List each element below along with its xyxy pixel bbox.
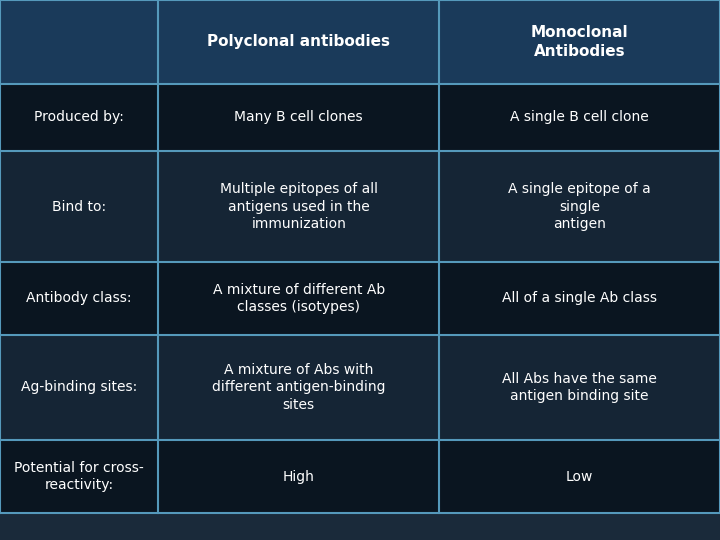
Bar (158, 0, 439, 84)
Bar (439, 335, 720, 440)
Bar (0, 440, 158, 513)
Text: Monoclonal
Antibodies: Monoclonal Antibodies (531, 25, 629, 59)
Bar (439, 262, 720, 335)
Bar (158, 440, 439, 513)
Text: Potential for cross-
reactivity:: Potential for cross- reactivity: (14, 461, 144, 492)
Bar (439, 151, 720, 262)
Text: Polyclonal antibodies: Polyclonal antibodies (207, 35, 390, 49)
Text: Bind to:: Bind to: (52, 200, 107, 213)
Bar (158, 151, 439, 262)
Bar (158, 335, 439, 440)
Text: A single B cell clone: A single B cell clone (510, 111, 649, 124)
Text: A single epitope of a
single
antigen: A single epitope of a single antigen (508, 183, 651, 231)
Bar (439, 440, 720, 513)
Text: A mixture of Abs with
different antigen-binding
sites: A mixture of Abs with different antigen-… (212, 363, 385, 412)
Text: A mixture of different Ab
classes (isotypes): A mixture of different Ab classes (isoty… (212, 283, 385, 314)
Text: Low: Low (566, 470, 593, 483)
Bar (0, 0, 158, 84)
Bar (0, 84, 158, 151)
Text: Many B cell clones: Many B cell clones (235, 111, 363, 124)
Text: Multiple epitopes of all
antigens used in the
immunization: Multiple epitopes of all antigens used i… (220, 183, 378, 231)
Bar (0, 262, 158, 335)
Bar (158, 84, 439, 151)
Text: Ag-binding sites:: Ag-binding sites: (21, 381, 138, 394)
Bar (439, 0, 720, 84)
Text: High: High (283, 470, 315, 483)
Text: All of a single Ab class: All of a single Ab class (502, 292, 657, 305)
Bar (439, 84, 720, 151)
Text: Antibody class:: Antibody class: (27, 292, 132, 305)
Text: Produced by:: Produced by: (35, 111, 124, 124)
Bar (158, 262, 439, 335)
Bar (0, 335, 158, 440)
Bar (0, 151, 158, 262)
Text: All Abs have the same
antigen binding site: All Abs have the same antigen binding si… (502, 372, 657, 403)
